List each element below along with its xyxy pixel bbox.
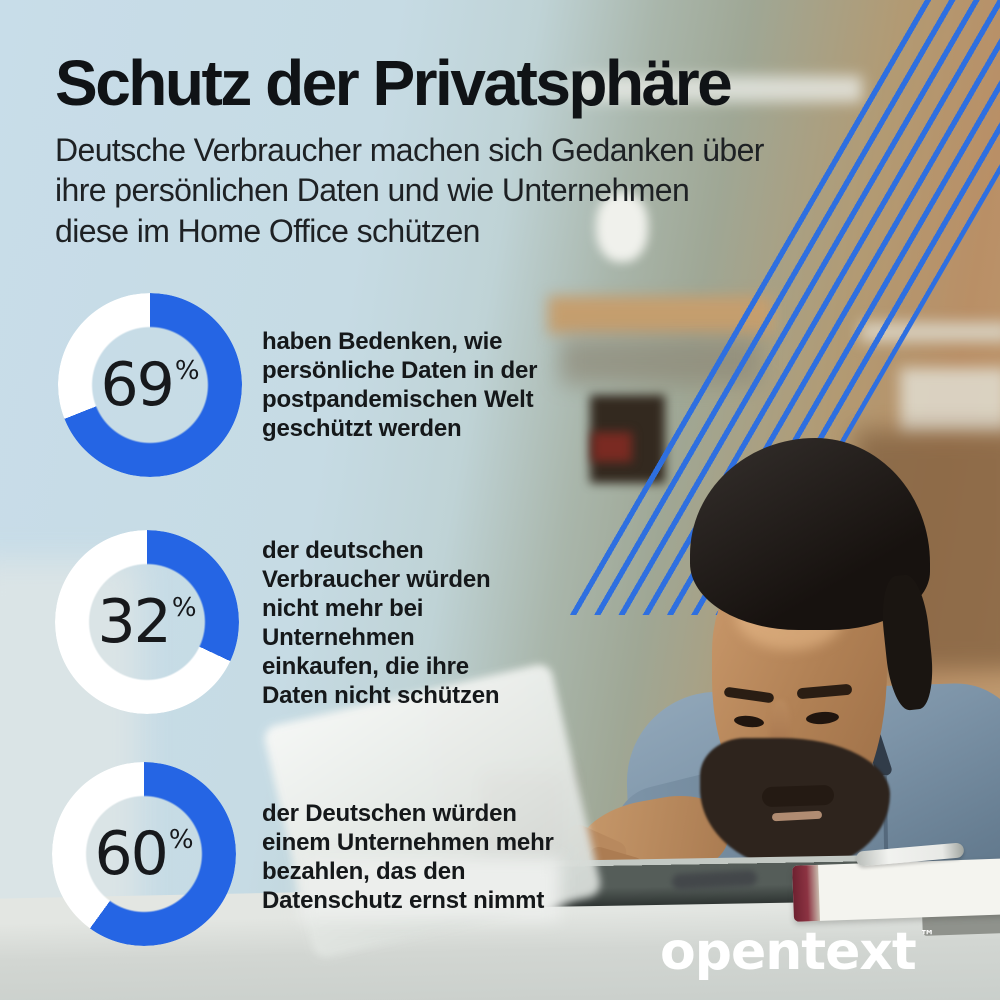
trademark-symbol: ™ [919,927,935,945]
donut-ring [55,530,239,714]
page-subtitle: Deutsche Verbraucher machen sich Gedanke… [55,132,764,249]
notebook-spine [792,864,821,922]
logo-text: opentext [660,922,917,982]
donut-percentage: 32% [55,530,239,714]
donut-value: 32 [97,587,171,657]
person-mustache [761,784,835,808]
donut-chart-32: 32% [55,530,239,714]
percent-sign: % [168,825,194,855]
stat-text: haben Bedenken, wie persönliche Daten in… [262,328,538,443]
background-shelf-board [572,76,862,102]
background-red-object [592,432,632,462]
donut-value: 60 [94,819,168,889]
background-right-box [900,368,1000,434]
donut-percentage: 69% [58,293,242,477]
donut-chart-69: 69% [58,293,242,477]
laptop-lid-base [300,858,560,920]
percent-sign: % [174,356,200,386]
page-title: Schutz der Privatsphäre [55,47,733,119]
opentext-logo: opentext ™ [660,922,935,982]
stat-text: der deutschen Verbraucher würden nicht m… [262,537,500,710]
donut-ring [58,293,242,477]
donut-chart-60: 60% [52,762,236,946]
donut-value: 69 [100,350,174,420]
donut-percentage: 60% [52,762,236,946]
donut-ring [52,762,236,946]
stat-text: der Deutschen würden einem Unternehmen m… [262,800,554,915]
background-kettle [596,192,648,262]
percent-sign: % [171,593,197,623]
notebook [792,858,1000,922]
